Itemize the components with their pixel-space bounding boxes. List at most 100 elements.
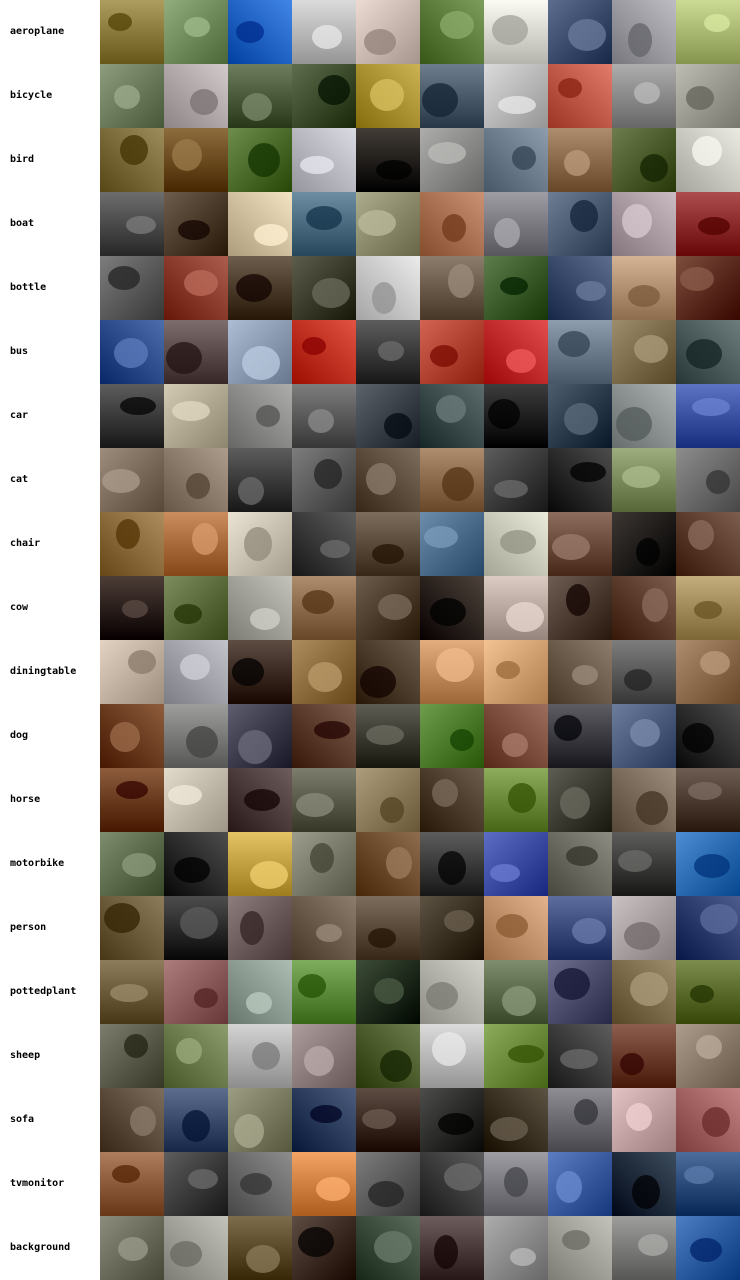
thumbnail-image xyxy=(676,576,740,640)
thumbnail-image xyxy=(100,768,164,832)
thumbnail-image xyxy=(228,512,292,576)
thumbnail-image xyxy=(228,1216,292,1280)
thumbnail-image xyxy=(292,576,356,640)
thumbnail-image xyxy=(420,256,484,320)
thumbnail-image xyxy=(612,1088,676,1152)
row-label: bicycle xyxy=(10,90,53,101)
thumbnail-image xyxy=(164,896,228,960)
thumbnail-image xyxy=(356,320,420,384)
class-row-dog: dog xyxy=(0,704,740,768)
thumbnail-image xyxy=(548,1024,612,1088)
class-row-boat: boat xyxy=(0,192,740,256)
thumbnail-image xyxy=(676,64,740,128)
thumbnail-image xyxy=(356,896,420,960)
thumbnail-image xyxy=(100,896,164,960)
row-label: background xyxy=(10,1242,71,1253)
row-label: tvmonitor xyxy=(10,1178,65,1189)
thumbnail-image xyxy=(164,640,228,704)
thumbnail-image xyxy=(164,320,228,384)
row-label: person xyxy=(10,922,47,933)
thumbnail-image xyxy=(164,512,228,576)
thumbnail-image xyxy=(676,704,740,768)
thumbnail-image xyxy=(164,768,228,832)
thumbnail-image xyxy=(356,128,420,192)
thumbnail-image xyxy=(356,64,420,128)
thumbnail-image xyxy=(164,1152,228,1216)
thumbnail-image xyxy=(484,1088,548,1152)
class-row-horse: horse xyxy=(0,768,740,832)
thumbnail-image xyxy=(676,128,740,192)
thumbnail-image xyxy=(292,640,356,704)
thumbnail-image xyxy=(292,320,356,384)
thumbnail-image xyxy=(228,704,292,768)
row-label: bus xyxy=(10,346,29,357)
thumbnail-image xyxy=(484,192,548,256)
thumbnail-image xyxy=(548,128,612,192)
thumbnail-image xyxy=(228,896,292,960)
class-row-person: person xyxy=(0,896,740,960)
thumbnail-image xyxy=(228,1152,292,1216)
thumbnail-image xyxy=(228,448,292,512)
thumbnail-image xyxy=(292,192,356,256)
thumbnail-image xyxy=(292,1088,356,1152)
thumbnail-image xyxy=(164,0,228,64)
thumbnail-image xyxy=(484,1216,548,1280)
thumbnail-image xyxy=(420,704,484,768)
thumbnail-image xyxy=(420,384,484,448)
thumbnail-image xyxy=(228,1088,292,1152)
thumbnail-image xyxy=(484,512,548,576)
thumbnail-image xyxy=(292,768,356,832)
thumbnail-image xyxy=(420,448,484,512)
class-row-bird: bird xyxy=(0,128,740,192)
thumbnail-image xyxy=(676,192,740,256)
class-row-bicycle: bicycle xyxy=(0,64,740,128)
thumbnail-image xyxy=(484,768,548,832)
thumbnail-image xyxy=(356,448,420,512)
thumbnail-image xyxy=(676,0,740,64)
thumbnail-image xyxy=(292,1216,356,1280)
thumbnail-image xyxy=(612,1024,676,1088)
thumbnail-image xyxy=(164,576,228,640)
row-label: sofa xyxy=(10,1114,35,1125)
thumbnail-image xyxy=(612,384,676,448)
thumbnail-image xyxy=(356,1152,420,1216)
thumbnail-image xyxy=(612,1152,676,1216)
thumbnail-image xyxy=(676,896,740,960)
thumbnail-image xyxy=(548,1216,612,1280)
thumbnail-image xyxy=(548,448,612,512)
thumbnail-image xyxy=(484,384,548,448)
thumbnail-image xyxy=(548,0,612,64)
thumbnail-image xyxy=(356,1088,420,1152)
thumbnail-image xyxy=(228,832,292,896)
thumbnail-image xyxy=(676,1152,740,1216)
thumbnail-image xyxy=(548,832,612,896)
thumbnail-image xyxy=(292,960,356,1024)
thumbnail-image xyxy=(420,192,484,256)
thumbnail-image xyxy=(420,1088,484,1152)
thumbnail-image xyxy=(420,128,484,192)
thumbnail-image xyxy=(356,704,420,768)
thumbnail-image xyxy=(356,1216,420,1280)
thumbnail-image xyxy=(100,640,164,704)
row-label: diningtable xyxy=(10,666,77,677)
thumbnail-image xyxy=(100,704,164,768)
thumbnail-image xyxy=(484,640,548,704)
thumbnail-image xyxy=(164,832,228,896)
thumbnail-image xyxy=(420,1216,484,1280)
thumbnail-image xyxy=(164,704,228,768)
thumbnail-image xyxy=(292,1152,356,1216)
row-label: horse xyxy=(10,794,41,805)
thumbnail-image xyxy=(356,768,420,832)
thumbnail-image xyxy=(484,704,548,768)
thumbnail-image xyxy=(484,320,548,384)
thumbnail-image xyxy=(548,960,612,1024)
thumbnail-image xyxy=(100,576,164,640)
thumbnail-image xyxy=(228,960,292,1024)
thumbnail-image xyxy=(484,896,548,960)
thumbnail-image xyxy=(100,1024,164,1088)
thumbnail-image xyxy=(228,320,292,384)
thumbnail-image xyxy=(228,256,292,320)
thumbnail-image xyxy=(100,448,164,512)
thumbnail-image xyxy=(100,832,164,896)
